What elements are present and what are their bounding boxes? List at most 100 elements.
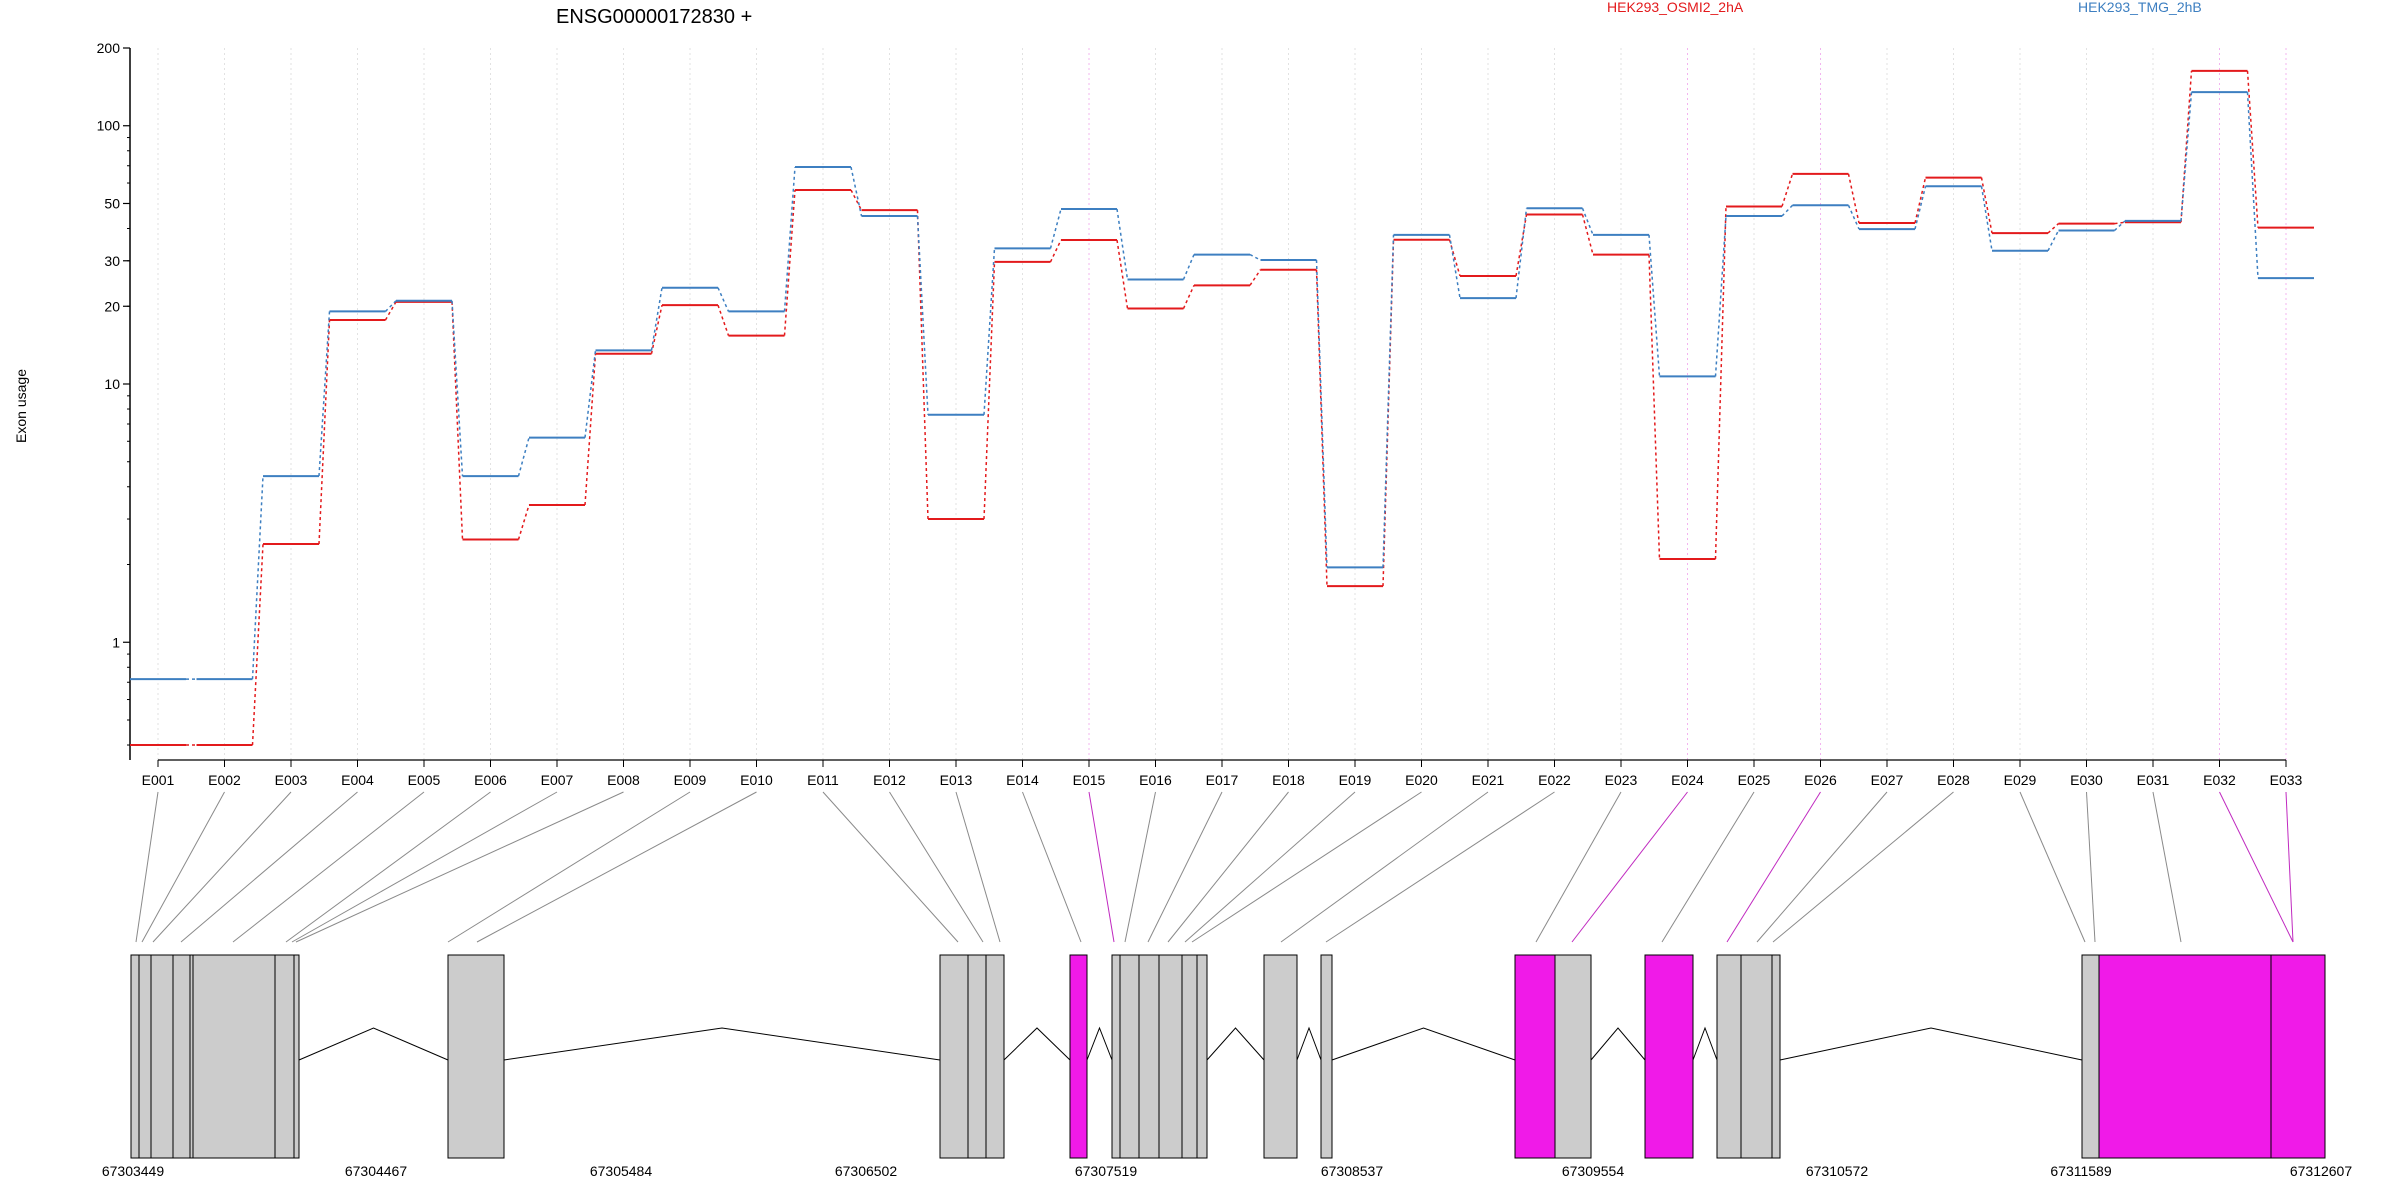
exon-block bbox=[150, 954, 174, 1159]
x-tick-label: E016 bbox=[1139, 772, 1172, 788]
data-connector bbox=[783, 166, 796, 312]
genomic-coordinate-label: 67304467 bbox=[345, 1163, 408, 1179]
exon-connector bbox=[2219, 791, 2294, 943]
x-tick-label: E031 bbox=[2137, 772, 2170, 788]
exon-connector bbox=[135, 791, 159, 943]
data-connector bbox=[517, 437, 530, 477]
data-connector bbox=[1049, 239, 1062, 263]
data-connector bbox=[2246, 92, 2259, 279]
data-connector bbox=[1781, 173, 1794, 207]
x-tick-label: E017 bbox=[1206, 772, 1239, 788]
x-tick-label: E021 bbox=[1472, 772, 1505, 788]
x-tick-label: E006 bbox=[474, 772, 507, 788]
intron-line bbox=[1692, 1026, 1718, 1061]
data-connector bbox=[2180, 92, 2193, 221]
data-connector bbox=[783, 189, 796, 336]
data-connector bbox=[584, 353, 597, 506]
chart-title: ENSG00000172830 + bbox=[556, 6, 752, 28]
intron-line bbox=[1206, 1027, 1265, 1061]
x-tick-label: E026 bbox=[1804, 772, 1837, 788]
x-tick-label: E014 bbox=[1006, 772, 1039, 788]
exon-connector bbox=[2086, 791, 2096, 943]
data-connector bbox=[1382, 234, 1395, 568]
x-tick-label: E003 bbox=[275, 772, 308, 788]
data-connector bbox=[850, 189, 863, 211]
data-connector bbox=[1847, 204, 1860, 230]
exon-connector bbox=[2285, 791, 2294, 943]
x-tick-label: E001 bbox=[142, 772, 175, 788]
data-connector bbox=[2246, 70, 2259, 228]
data-connector bbox=[384, 300, 397, 312]
exon-connector bbox=[1280, 791, 1489, 943]
x-axis: E001 E002 E003 E004 E005 E006 E007 E008 E009 E010… bbox=[142, 759, 2303, 788]
exon-block-highlighted bbox=[1644, 954, 1694, 1159]
data-connector bbox=[1581, 208, 1594, 236]
genomic-coordinate-label: 67309554 bbox=[1562, 1163, 1625, 1179]
exon-connector bbox=[1571, 791, 1688, 943]
exon-connector bbox=[889, 791, 984, 943]
y-tick-label: 10 bbox=[104, 376, 120, 392]
exon-block bbox=[1119, 954, 1140, 1159]
x-tick-label: E022 bbox=[1538, 772, 1571, 788]
data-connector bbox=[1182, 285, 1195, 309]
exon-block bbox=[274, 954, 295, 1159]
intron-line bbox=[1296, 1026, 1322, 1061]
gene-model: 67303449 67304467 67305484 67306502 67307519… bbox=[102, 954, 2353, 1179]
x-tick-label: E009 bbox=[674, 772, 707, 788]
exon-connector bbox=[1191, 791, 1422, 943]
data-connector bbox=[717, 304, 730, 336]
data-connector bbox=[1182, 254, 1195, 280]
exon-block-highlighted bbox=[2270, 954, 2326, 1159]
exon-connector bbox=[285, 791, 491, 943]
genomic-coordinate-label: 67307519 bbox=[1075, 1163, 1138, 1179]
exon-block bbox=[1716, 954, 1742, 1159]
exon-block bbox=[1263, 954, 1298, 1159]
x-tick-label: E020 bbox=[1405, 772, 1438, 788]
exon-connector bbox=[1167, 791, 1289, 943]
data-connector bbox=[251, 476, 264, 680]
data-connector bbox=[1315, 269, 1328, 587]
y-axis-label: Exon usage bbox=[13, 369, 29, 443]
data-connector bbox=[384, 301, 397, 321]
intron-line bbox=[1779, 1027, 2083, 1061]
x-tick-label: E004 bbox=[341, 772, 374, 788]
data-connector bbox=[1448, 234, 1461, 299]
exon-connector bbox=[180, 791, 358, 943]
x-tick-label: E007 bbox=[541, 772, 574, 788]
exon-block bbox=[939, 954, 969, 1159]
data-connector bbox=[1648, 234, 1661, 377]
data-connector bbox=[717, 287, 730, 312]
exon-block bbox=[1138, 954, 1160, 1159]
y-axis: 1 10 20 30 50 100 200 bbox=[97, 40, 131, 760]
y-tick-label: 200 bbox=[97, 40, 121, 56]
exon-block bbox=[1196, 954, 1208, 1159]
data-connector bbox=[1382, 239, 1395, 587]
y-tick-label: 50 bbox=[104, 195, 120, 211]
x-tick-label: E019 bbox=[1339, 772, 1372, 788]
y-tick-label: 20 bbox=[104, 298, 120, 314]
x-tick-label: E023 bbox=[1605, 772, 1638, 788]
data-connector bbox=[1781, 204, 1794, 217]
x-tick-label: E030 bbox=[2070, 772, 2103, 788]
data-connector bbox=[451, 301, 464, 540]
data-connector bbox=[451, 300, 464, 477]
exon-block bbox=[1158, 954, 1183, 1159]
exon-block bbox=[1181, 954, 1198, 1159]
exon-connector bbox=[1184, 791, 1356, 943]
data-connector bbox=[650, 304, 663, 354]
genomic-coordinate-label: 67308537 bbox=[1321, 1163, 1384, 1179]
data-connector bbox=[983, 248, 996, 415]
x-tick-label: E032 bbox=[2203, 772, 2236, 788]
data-connector bbox=[251, 544, 264, 746]
data-connector bbox=[2047, 230, 2060, 252]
genomic-coordinate-label: 67312607 bbox=[2290, 1163, 2353, 1179]
legend-label-series-2: HEK293_TMG_2hB bbox=[2078, 0, 2202, 15]
data-connector bbox=[1116, 239, 1129, 309]
exon-connector bbox=[1022, 791, 1082, 943]
data-connector bbox=[2113, 220, 2126, 232]
x-tick-label: E008 bbox=[607, 772, 640, 788]
exon-connector bbox=[291, 791, 558, 943]
exon-connector bbox=[476, 791, 757, 943]
data-connector bbox=[850, 166, 863, 217]
exon-connector bbox=[2152, 791, 2182, 943]
